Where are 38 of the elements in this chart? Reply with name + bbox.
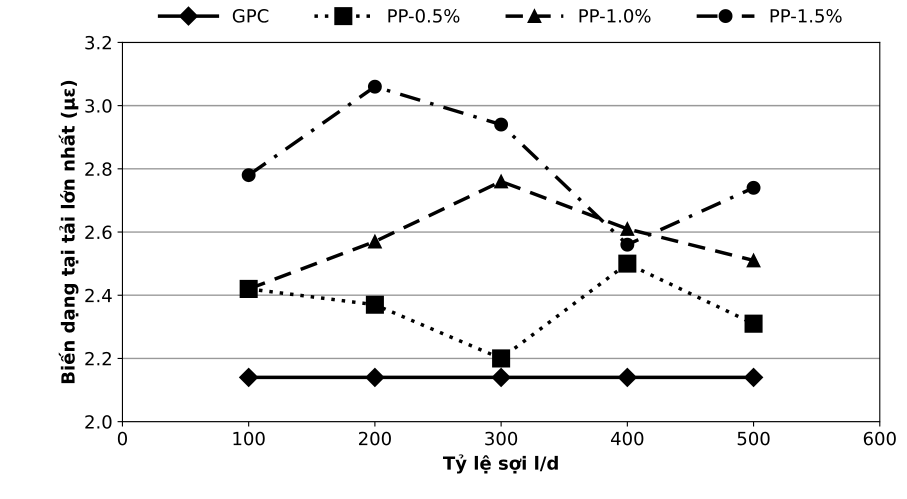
point: [746, 254, 761, 268]
y-tick-label: 2.8: [85, 162, 112, 176]
point: [620, 222, 634, 236]
point: [368, 80, 382, 94]
point: [494, 118, 508, 132]
point: [744, 314, 763, 333]
point: [744, 368, 764, 387]
point: [746, 180, 761, 195]
point: [492, 349, 510, 368]
legend-label: GPC: [232, 9, 268, 23]
x-tick-label: 100: [233, 432, 265, 446]
point: [366, 296, 384, 314]
legend-label: PP-0.5%: [388, 9, 460, 23]
point: [494, 174, 508, 188]
point: [365, 368, 384, 387]
y-axis-title: Biến dạng tại tải lớn nhất (με): [58, 80, 78, 384]
x-tick-label: 0: [118, 432, 127, 446]
y-tick-label: 2.6: [85, 225, 112, 240]
point: [242, 168, 256, 182]
legend-label: PP-1.0%: [580, 9, 651, 23]
x-tick-label: 500: [738, 432, 770, 446]
y-tick-label: 2.2: [85, 352, 111, 366]
point: [239, 368, 258, 387]
point: [492, 368, 511, 387]
y-tick-label: 3.2: [85, 36, 111, 50]
point: [618, 254, 636, 273]
point: [618, 368, 637, 387]
x-tick-label: 200: [358, 432, 391, 446]
y-tick-label: 2.0: [85, 415, 112, 429]
x-tick-label: 400: [610, 432, 644, 446]
point: [620, 238, 634, 252]
y-tick-label: 2.4: [85, 288, 112, 302]
x-tick-label: 600: [864, 432, 896, 446]
y-tick-label: 3.0: [85, 99, 112, 113]
legend-label: PP-1.5%: [770, 9, 842, 23]
point: [368, 234, 382, 248]
x-axis-title: Tỷ lệ sợi l/d: [442, 454, 558, 474]
x-tick-label: 300: [485, 432, 518, 446]
